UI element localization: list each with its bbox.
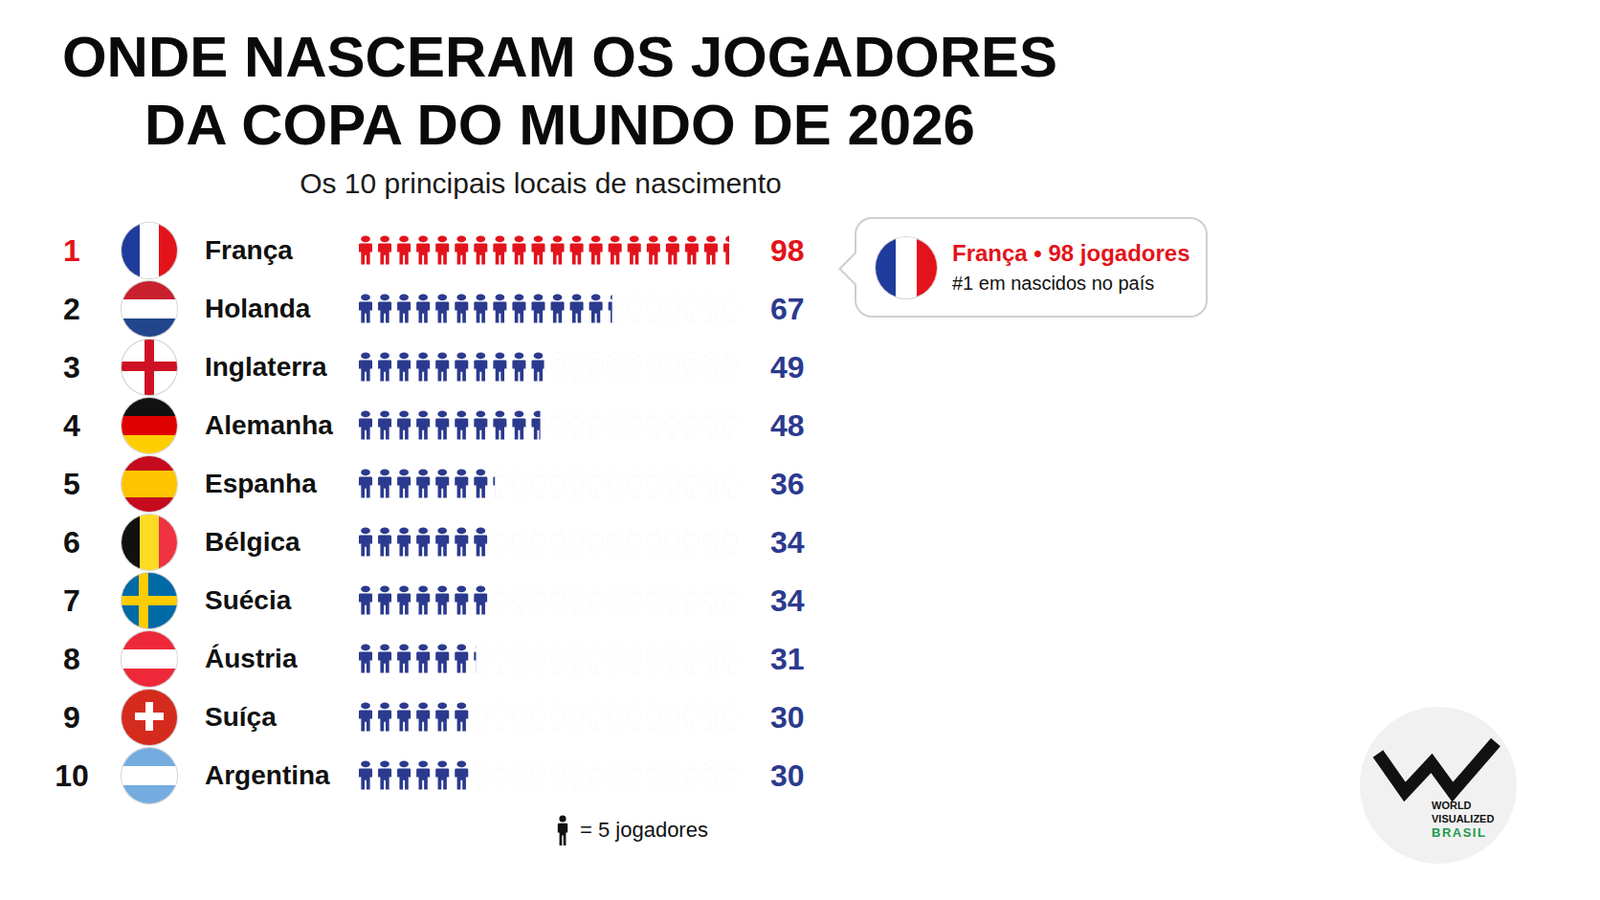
svg-text:3: 3 bbox=[63, 350, 81, 385]
svg-text:34: 34 bbox=[770, 525, 805, 560]
svg-text:VISUALIZED: VISUALIZED bbox=[1431, 813, 1494, 825]
svg-text:BRASIL: BRASIL bbox=[1431, 825, 1487, 841]
svg-text:10: 10 bbox=[54, 758, 89, 794]
svg-text:Holanda: Holanda bbox=[204, 293, 312, 324]
svg-text:30: 30 bbox=[770, 700, 805, 735]
svg-text:Inglaterra: Inglaterra bbox=[204, 352, 328, 382]
html-text:= 5 jogadores: = 5 jogadores bbox=[579, 818, 709, 843]
html-text:Os 10 principais locais de nas: Os 10 principais locais de nascimento bbox=[299, 167, 782, 200]
svg-text:6: 6 bbox=[63, 525, 81, 560]
svg-text:36: 36 bbox=[770, 466, 805, 502]
svg-text:31: 31 bbox=[770, 642, 805, 677]
svg-text:Suíça: Suíça bbox=[204, 702, 277, 733]
svg-text:67: 67 bbox=[770, 291, 805, 327]
svg-text:WORLD: WORLD bbox=[1431, 800, 1472, 812]
html-text:ONDE NASCERAM OS JOGADORES DA: ONDE NASCERAM OS JOGADORES DA COPA DO MU… bbox=[62, 24, 1058, 157]
html-text:#1 em nascidos no país: #1 em nascidos no país bbox=[952, 272, 1155, 294]
svg-text:França: França bbox=[204, 235, 293, 266]
svg-text:Áustria: Áustria bbox=[204, 644, 298, 674]
svg-text:Argentina: Argentina bbox=[204, 760, 331, 791]
svg-text:48: 48 bbox=[770, 408, 805, 444]
svg-text:Suécia: Suécia bbox=[204, 585, 292, 616]
svg-text:34: 34 bbox=[770, 583, 805, 619]
svg-text:7: 7 bbox=[63, 583, 81, 619]
svg-text:1: 1 bbox=[63, 233, 81, 268]
svg-text:49: 49 bbox=[770, 350, 805, 385]
svg-text:8: 8 bbox=[63, 642, 81, 677]
svg-text:Bélgica: Bélgica bbox=[204, 527, 301, 557]
html-text:França • 98 jogadores: França • 98 jogadores bbox=[952, 239, 1190, 266]
svg-text:5: 5 bbox=[63, 466, 81, 502]
svg-text:98: 98 bbox=[770, 233, 805, 268]
svg-text:4: 4 bbox=[63, 408, 81, 444]
svg-text:30: 30 bbox=[770, 758, 805, 794]
svg-text:Alemanha: Alemanha bbox=[204, 410, 334, 441]
svg-text:Espanha: Espanha bbox=[204, 468, 317, 499]
svg-text:9: 9 bbox=[63, 700, 81, 735]
svg-text:2: 2 bbox=[63, 291, 81, 327]
